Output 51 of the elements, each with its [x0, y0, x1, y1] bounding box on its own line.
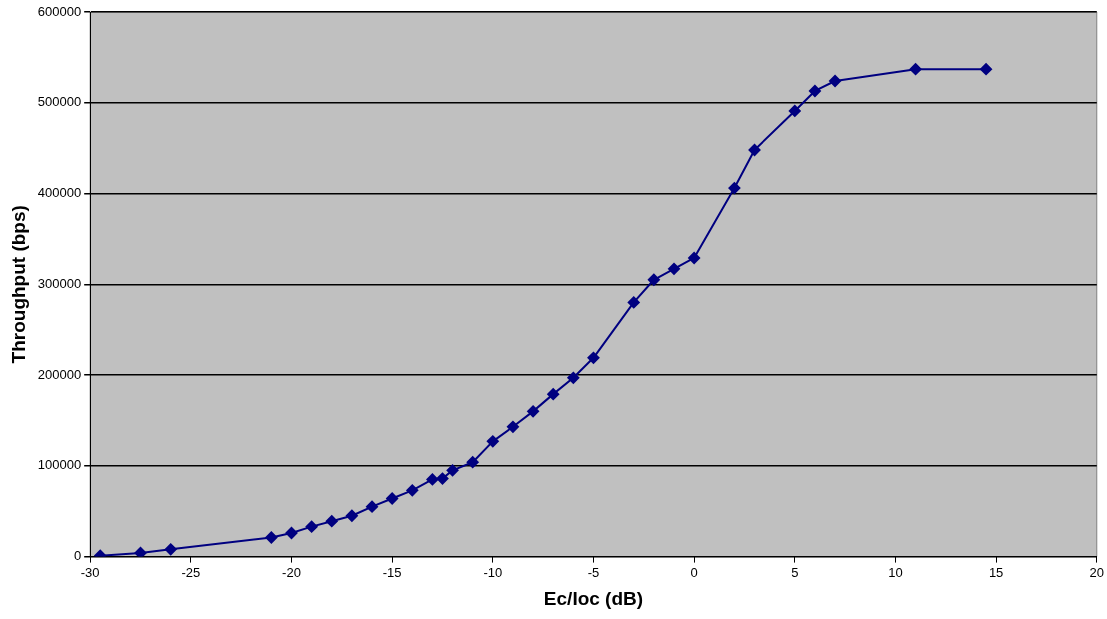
point — [466, 456, 479, 469]
x-tick-label: -30 — [80, 564, 100, 580]
point — [980, 63, 993, 76]
point — [788, 104, 801, 117]
y-tick-label: 100000 — [37, 457, 82, 473]
y-tick-label: 600000 — [37, 3, 82, 19]
point — [587, 351, 600, 364]
x-tick-label: 20 — [1089, 564, 1104, 580]
point — [134, 546, 147, 557]
point — [486, 435, 499, 448]
point — [808, 84, 821, 97]
point — [829, 74, 842, 87]
point — [506, 420, 519, 433]
point — [688, 251, 701, 264]
x-tick-label: -15 — [382, 564, 402, 580]
point — [728, 182, 741, 195]
point — [164, 543, 177, 556]
x-tick-label: 5 — [791, 564, 799, 580]
point — [265, 531, 278, 544]
point — [436, 472, 449, 485]
y-tick-label: 300000 — [37, 275, 82, 291]
point — [366, 500, 379, 513]
point — [305, 520, 318, 533]
point — [426, 473, 439, 486]
x-axis-title: Ec/Ioc (dB) — [543, 587, 644, 609]
x-tick-label: -5 — [587, 564, 600, 580]
x-tick-label: -10 — [483, 564, 503, 580]
point — [527, 405, 540, 418]
point — [627, 296, 640, 309]
point — [345, 509, 358, 522]
x-tick-label: -25 — [181, 564, 201, 580]
x-tick-label: 15 — [988, 564, 1004, 580]
point — [406, 484, 419, 497]
point — [547, 388, 560, 401]
x-tick-label: 0 — [690, 564, 698, 580]
point — [567, 371, 580, 384]
point — [325, 515, 338, 528]
y-tick-label: 200000 — [37, 366, 82, 382]
y-tick-label: 400000 — [37, 185, 82, 201]
point — [647, 273, 660, 286]
y-tick-label: 0 — [73, 548, 82, 564]
point — [386, 492, 399, 505]
x-tick-label: -20 — [282, 564, 301, 580]
y-tick-label: 500000 — [37, 94, 82, 110]
point — [668, 262, 680, 275]
x-tick-label: 10 — [888, 564, 903, 580]
point — [909, 63, 922, 76]
point — [446, 464, 459, 477]
point — [748, 143, 761, 156]
point — [285, 527, 298, 539]
y-axis-title: Throughput (bps) — [7, 205, 29, 364]
